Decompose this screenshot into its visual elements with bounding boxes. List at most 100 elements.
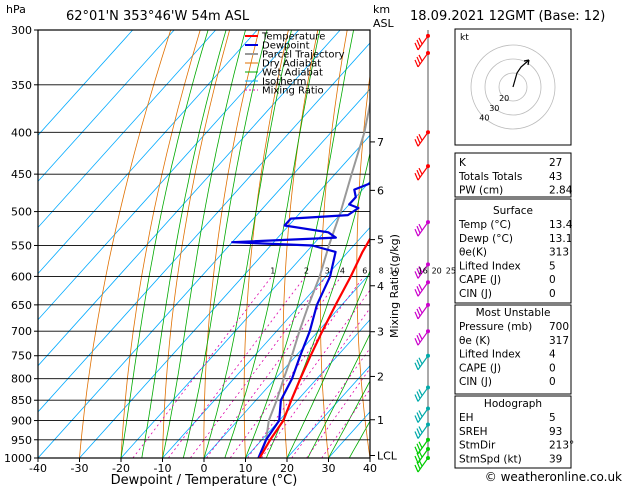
mixing-ratio-line: [132, 276, 273, 458]
legend-label: Wet Adiabat: [262, 68, 323, 79]
pressure-tick-label: 950: [11, 434, 32, 447]
hodograph-ring: [484, 58, 542, 116]
table-row-value: 317: [549, 335, 569, 347]
wet-adiabat-line: [141, 30, 227, 458]
dry-adiabat-line: [612, 30, 629, 458]
table-row-value: 5: [549, 260, 556, 272]
pressure-tick-label: 300: [11, 24, 32, 37]
table-row-label: CIN (J): [459, 288, 492, 300]
mixing-ratio-line: [206, 276, 342, 458]
mixing-ratio-label: 3: [325, 266, 330, 275]
table-row-value: 313: [549, 247, 569, 259]
hodograph-ring-label: 40: [479, 114, 489, 123]
table-row-label: Temp (°C): [458, 219, 511, 231]
isotherm-line: [286, 365, 370, 458]
mixing-ratio-line: [321, 388, 370, 458]
pressure-tick-label: 1000: [4, 452, 32, 465]
table-row-value: 700: [549, 321, 569, 333]
hodograph-ring: [498, 72, 528, 102]
mixing-ratio-label: 8: [379, 266, 384, 275]
hodograph-kt-label: kt: [460, 33, 469, 43]
hodograph-table-title: Hodograph: [484, 398, 542, 410]
table-row-value: 0: [549, 376, 556, 388]
mixing-ratio-axis-label: Mixing Ratio (g/kg): [388, 234, 401, 338]
hodograph-trace: [512, 59, 530, 88]
wind-barb: [414, 264, 429, 279]
km-tick-label: 3: [377, 326, 384, 339]
temperature-tick-label: 40: [363, 462, 377, 475]
mixing-ratio-label: 2: [304, 266, 309, 275]
wind-barbs: [414, 33, 430, 473]
hodograph-ring-label: 30: [489, 104, 499, 113]
pressure-tick-label: 800: [11, 373, 32, 386]
table-row-value: 93: [549, 426, 562, 438]
table-row-value: 13.4: [549, 219, 573, 231]
isotherm-line: [245, 319, 370, 458]
isotherm-line: [203, 272, 370, 458]
table-row-label: CAPE (J): [459, 274, 501, 286]
legend-label: Dewpoint: [262, 41, 310, 52]
legend-label: Mixing Ratio: [262, 86, 324, 97]
table-box: [454, 395, 572, 469]
surface-title: Surface: [493, 205, 533, 217]
km-tick-label: 2: [377, 370, 384, 383]
mixing-ratio-label: 20: [432, 266, 442, 275]
table-row-label: EH: [459, 412, 474, 424]
km-unit-label: km: [373, 3, 390, 16]
most-unstable-title: Most Unstable: [476, 307, 551, 319]
temperature-line: [258, 236, 370, 458]
table-row-label: CAPE (J): [459, 362, 501, 374]
wind-barb: [414, 439, 429, 455]
dry-adiabat-line: [426, 30, 453, 458]
table-row-label: Pressure (mb): [459, 321, 532, 333]
table-row-label: Dewp (°C): [459, 233, 513, 245]
dry-adiabat-line: [162, 30, 230, 458]
legend-label: Dry Adiabat: [262, 59, 321, 70]
pressure-tick-label: 500: [11, 206, 32, 219]
isotherm-line: [162, 226, 370, 458]
mixing-ratio-label: 6: [362, 266, 367, 275]
wind-barb: [414, 457, 429, 473]
km-tick-label: 6: [377, 184, 384, 197]
wind-barb: [414, 330, 429, 346]
pressure-tick-label: 400: [11, 126, 32, 139]
table-row-label: θe (K): [459, 335, 490, 347]
wind-barb: [414, 408, 429, 423]
wind-barb: [414, 221, 429, 237]
dry-adiabat-line: [120, 30, 201, 458]
table-row-label: Totals Totals: [458, 171, 522, 183]
x-axis-label: Dewpoint / Temperature (°C): [111, 473, 298, 486]
table-row-label: PW (cm): [459, 185, 503, 197]
hodograph-arrow: [523, 59, 530, 66]
pressure-tick-label: 600: [11, 270, 32, 283]
pressure-tick-label: 700: [11, 325, 32, 338]
wet-adiabat-line: [120, 30, 209, 458]
hodograph-ring: [470, 44, 556, 130]
table-row-label: K: [459, 157, 467, 169]
dry-adiabat-line: [320, 30, 348, 458]
datetime-title: 18.09.2021 12GMT (Base: 12): [410, 9, 605, 24]
legend-label: Temperature: [261, 32, 325, 43]
table-row-value: 13.1: [549, 233, 572, 245]
temperature-tick-label: -30: [71, 462, 89, 475]
temperature-tick-label: 30: [322, 462, 336, 475]
legend-label: Parcel Trajectory: [262, 50, 345, 61]
temperature-tick-label: -10: [154, 462, 172, 475]
table-row-value: 2.84: [549, 185, 573, 197]
mixing-ratio-label: 1: [270, 266, 275, 275]
parcel-trajectory-line: [258, 99, 370, 458]
isotherm-line: [38, 30, 258, 275]
mixing-ratio-line: [306, 367, 370, 458]
km-tick-label: 5: [377, 234, 384, 247]
mixing-ratio-label: 10: [389, 266, 399, 275]
wind-barb: [414, 281, 429, 297]
km-tick-label: LCL: [377, 450, 398, 463]
temperature-tick-label: -40: [29, 462, 47, 475]
isotherm-line: [38, 30, 175, 182]
table-row-value: 213°: [549, 440, 574, 452]
mixing-ratio-line: [291, 347, 370, 458]
isotherm-line: [38, 42, 370, 413]
